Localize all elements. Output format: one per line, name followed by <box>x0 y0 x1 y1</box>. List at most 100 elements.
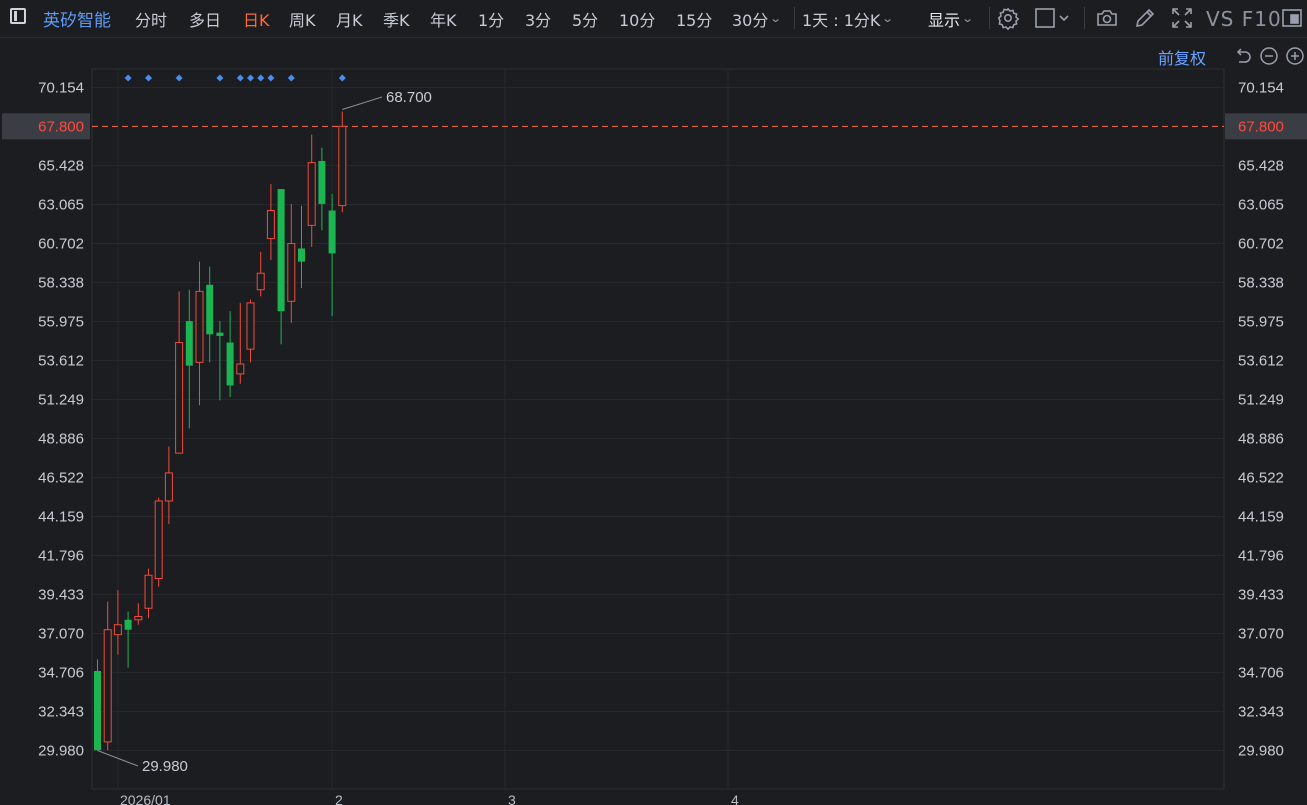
candle-body[interactable] <box>175 342 184 454</box>
event-marker-icon[interactable] <box>236 74 244 82</box>
last-price-box-left <box>2 113 90 140</box>
chevron-down-icon: ⌄ <box>881 12 895 25</box>
y-tick-label: 46.522 <box>1238 470 1284 487</box>
high-price-label: 68.700 <box>386 89 432 106</box>
y-tick-label: 39.433 <box>1238 586 1284 603</box>
last-price-line: 67.800 67.800 <box>2 113 1307 140</box>
y-tick-label: 63.065 <box>38 196 84 213</box>
candle-body[interactable] <box>266 210 275 240</box>
chevron-down-icon: ⌄ <box>961 12 975 25</box>
candle-body[interactable] <box>113 624 122 636</box>
tab-weekly-k[interactable]: 周K <box>289 10 316 30</box>
tab-1min[interactable]: 1分 <box>478 10 505 30</box>
plot-frame <box>91 68 1225 790</box>
candle-body[interactable] <box>124 619 132 630</box>
candle-body[interactable] <box>318 161 326 204</box>
candle-body[interactable] <box>328 210 336 254</box>
y-tick-label: 51.249 <box>1238 391 1284 408</box>
candle-body[interactable] <box>144 574 153 609</box>
last-price-box-right <box>1225 113 1307 140</box>
tab-30min-dropdown[interactable]: 30分 ⌄ <box>732 0 782 37</box>
tab-3min[interactable]: 3分 <box>525 10 552 30</box>
candle-body[interactable] <box>226 342 234 386</box>
interval-selector[interactable]: 1天 : 1分K ⌄ <box>802 0 895 37</box>
window-icon[interactable] <box>1280 6 1304 30</box>
candle-body[interactable] <box>277 189 285 312</box>
panel-toggle-icon[interactable] <box>10 8 26 24</box>
y-tick-label: 63.065 <box>1238 196 1284 213</box>
box-select-icon[interactable] <box>1034 6 1074 30</box>
candle-body[interactable] <box>298 248 305 262</box>
camera-icon[interactable] <box>1095 6 1119 30</box>
tab-quarterly-k[interactable]: 季K <box>383 10 410 30</box>
last-price-label: 67.800 <box>38 118 84 135</box>
divider <box>989 7 990 29</box>
candle-body[interactable] <box>185 321 193 366</box>
tab-monthly-k[interactable]: 月K <box>336 10 363 30</box>
event-marker-icon[interactable] <box>247 74 254 82</box>
y-tick-label: 34.706 <box>38 665 84 682</box>
tab-5min[interactable]: 5分 <box>572 10 599 30</box>
candle-body[interactable] <box>246 302 255 350</box>
event-marker-icon[interactable] <box>338 74 346 82</box>
date-label: 3 <box>508 792 516 805</box>
event-marker-icon[interactable] <box>267 74 275 82</box>
vs-f10-icon[interactable]: VS F10 <box>1206 6 1282 31</box>
tab-15min[interactable]: 15分 <box>676 10 713 30</box>
y-tick-label: 29.980 <box>38 743 84 760</box>
price-axis-left: 70.154 65.428 63.065 60.702 58.338 55.975 53.6… <box>38 80 84 760</box>
price-axis-right: 70.154 65.428 63.065 60.702 58.338 55.975 53.6… <box>1238 80 1284 760</box>
date-label: 2 <box>335 792 343 805</box>
event-marker-icon[interactable] <box>124 74 132 82</box>
zoom-in-icon[interactable] <box>1285 46 1305 66</box>
tab-fenshi[interactable]: 分时 <box>135 10 168 30</box>
event-marker-icon[interactable] <box>216 74 224 82</box>
candle-body[interactable] <box>338 125 347 207</box>
y-tick-label: 32.343 <box>1238 704 1284 721</box>
tab-daily-k[interactable]: 日K <box>243 10 270 30</box>
y-tick-label: 55.975 <box>38 313 84 330</box>
chart-grid <box>91 68 1225 790</box>
pen-icon[interactable] <box>1133 6 1157 30</box>
event-marker-icon[interactable] <box>287 74 295 82</box>
tab-yearly-k[interactable]: 年K <box>430 10 457 30</box>
price-annotations: 68.700 29.980 <box>97 89 432 775</box>
candle-body[interactable] <box>154 500 163 580</box>
candle-body[interactable] <box>195 290 204 363</box>
candle-body[interactable] <box>307 162 316 226</box>
fullscreen-icon[interactable] <box>1170 6 1194 30</box>
y-tick-label: 65.428 <box>1238 157 1284 174</box>
y-tick-label: 58.338 <box>1238 275 1284 292</box>
event-marker-icon[interactable] <box>257 74 265 82</box>
candle-body[interactable] <box>287 243 296 302</box>
tab-multi-day[interactable]: 多日 <box>189 10 222 30</box>
divider <box>1084 7 1085 29</box>
y-tick-label: 55.975 <box>1238 313 1284 330</box>
settings-icon[interactable] <box>996 6 1020 31</box>
y-tick-label: 44.159 <box>38 509 84 526</box>
tab-10min[interactable]: 10分 <box>619 10 656 30</box>
candle-body[interactable] <box>94 670 101 751</box>
y-tick-label: 53.612 <box>38 352 84 369</box>
date-label: 2026/01 <box>120 792 171 805</box>
candle-body[interactable] <box>236 363 245 375</box>
candlesticks[interactable] <box>94 111 347 751</box>
last-price-label: 67.800 <box>1238 118 1284 135</box>
candle-body[interactable] <box>134 615 143 621</box>
candle-body[interactable] <box>103 629 112 743</box>
candle-body[interactable] <box>216 332 224 336</box>
event-markers[interactable] <box>124 74 346 82</box>
undo-icon[interactable] <box>1233 46 1253 66</box>
y-tick-label: 34.706 <box>1238 665 1284 682</box>
stock-name[interactable]: 英矽智能 <box>43 11 111 31</box>
candle-body[interactable] <box>164 472 173 502</box>
candle-body[interactable] <box>256 272 265 291</box>
display-dropdown[interactable]: 显示 ⌄ <box>928 0 975 37</box>
zoom-out-icon[interactable] <box>1259 46 1279 66</box>
event-marker-icon[interactable] <box>145 74 152 82</box>
event-marker-icon[interactable] <box>175 74 183 82</box>
restore-adjust-button[interactable]: 前复权 <box>1158 49 1207 68</box>
y-tick-label: 65.428 <box>38 157 84 174</box>
candle-body[interactable] <box>206 284 214 335</box>
